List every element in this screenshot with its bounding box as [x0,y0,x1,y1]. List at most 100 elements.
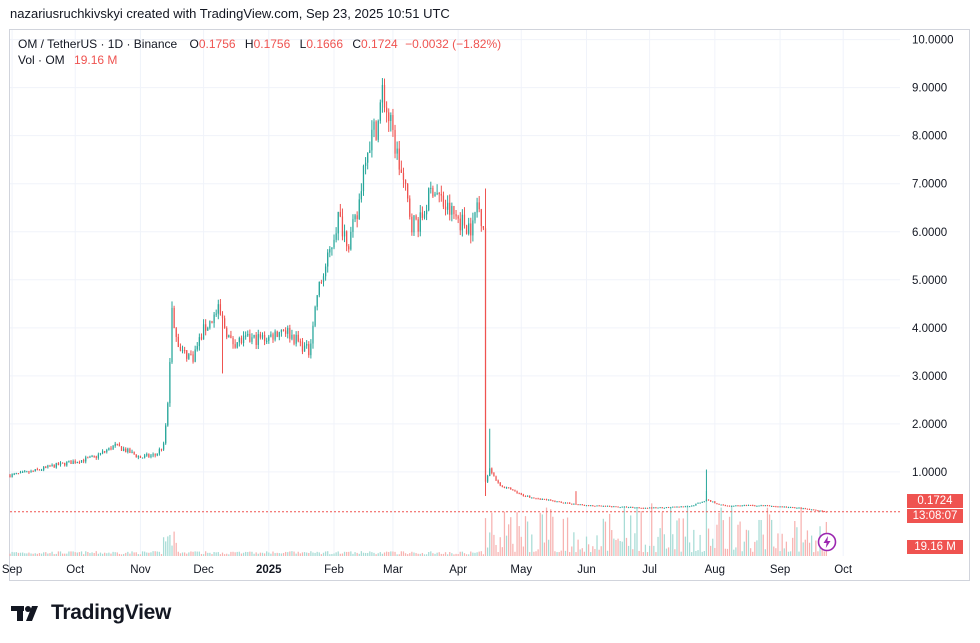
volume-bar [141,551,144,556]
volume-bar [352,553,354,556]
candle-body [253,334,255,338]
volume-bar [543,542,546,556]
volume-bar [520,536,522,556]
candle-body [661,507,663,509]
candle-body [453,206,455,215]
symbol-title[interactable]: OM / TetherUS · 1D · Binance [18,37,178,51]
volume-bar [133,552,135,556]
candle-body [388,112,390,121]
candle-body [360,191,363,200]
candle-body [552,500,554,502]
volume-bar [695,550,697,556]
change-value: −0.0032 (−1.82%) [405,37,502,51]
candle-body [72,461,74,465]
candle-body [120,446,123,451]
candle-body [308,344,310,356]
candle-body [819,510,821,512]
candle-body [274,331,276,340]
candle-body [223,318,226,329]
volume-bar [32,553,34,556]
candle-body [716,503,718,505]
lightning-icon[interactable] [817,532,837,552]
candle-body [293,334,295,344]
candle-body [139,456,142,458]
candle-body [61,462,64,464]
volume-bar [625,537,628,556]
candle-body [316,295,318,307]
candle-body [36,469,38,471]
volume-bar [152,551,154,556]
candle-body [89,456,91,458]
volume-bar [703,551,705,556]
candle-body [585,505,588,507]
volume-bar [579,549,581,556]
candle-body [566,502,569,504]
volume-bar [752,551,754,556]
candle-body [335,233,337,240]
volume-bar [120,554,123,556]
volume-row: Vol · OM 19.16 M [18,52,501,68]
candle-body [43,466,45,470]
volume-bar [116,552,118,556]
candle-body [28,471,30,473]
price-tick-label: 8.0000 [912,131,947,143]
volume-bar [53,554,55,556]
volume-bar [789,551,792,556]
time-tick-label: May [510,564,532,576]
volume-bar [484,518,487,556]
candle-body [594,505,596,507]
candle-body [640,507,642,509]
volume-bar [653,545,655,556]
time-tick-label: Sep [2,564,22,576]
volume-bar [768,514,771,556]
candle-body [324,266,327,277]
volume-bar [663,534,665,556]
volume-bar [783,548,785,556]
time-tick-label: Aug [705,564,725,576]
volume-bar [93,553,95,556]
candle-body [240,337,243,344]
volume-bar [644,544,647,556]
volume-bar [792,537,794,556]
volume-bar [350,551,352,556]
candle-body [554,500,556,502]
volume-bar [57,551,60,556]
volume-bar [230,551,232,556]
volume-bar [331,554,333,556]
volume-bar [335,552,337,556]
candle-body [609,505,611,507]
candle-body [114,443,116,446]
candle-body [131,451,133,453]
candle-body [95,456,97,458]
volume-bar [672,534,674,556]
candle-body [792,507,794,509]
candle-body [556,501,558,503]
volume-bar [491,512,493,556]
candle-body [476,202,478,213]
candle-body [745,505,748,507]
candle-body [144,455,146,458]
close-value: 0.1724 [361,37,398,51]
volume-label[interactable]: Vol · OM [18,53,65,67]
volume-bar [712,538,714,556]
candle-body [106,449,108,452]
candle-body [188,354,190,359]
candle-body [211,321,213,324]
time-tick-label: Mar [383,564,403,576]
volume-bar [726,548,729,556]
candle-body [682,506,684,508]
volume-bar [573,532,575,556]
volume-bar [137,554,139,556]
candle-body [697,502,699,504]
volume-bar [493,534,495,556]
candle-body [162,443,165,450]
candle-body [381,84,384,103]
candle-body [781,506,783,508]
candle-body [459,218,461,231]
volume-bar [630,515,632,556]
volume-bar [160,554,163,556]
candle-body [773,506,775,508]
candle-body [11,474,13,478]
candle-body [173,307,175,329]
